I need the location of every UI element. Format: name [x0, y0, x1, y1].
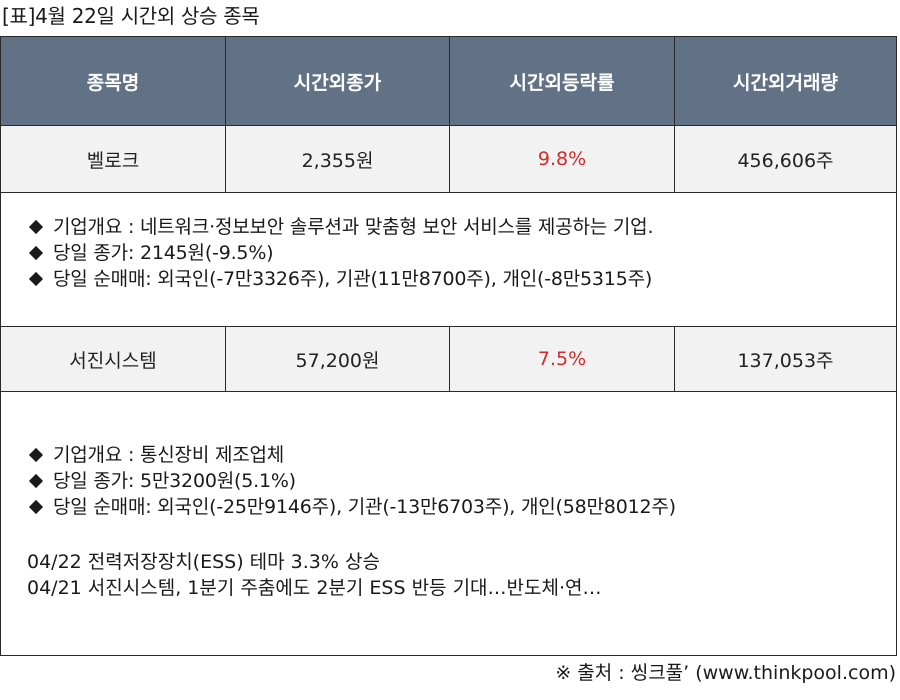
header-after-hours-close: 시간외종가: [226, 37, 450, 125]
info-line: 기업개요 : 통신장비 제조업체: [27, 442, 676, 468]
header-after-hours-change: 시간외등락률: [450, 37, 675, 125]
diamond-bullet-icon: [28, 447, 44, 462]
change-rate-cell: 7.5%: [450, 327, 675, 391]
info-line: 당일 종가: 2145원(-9.5%): [27, 240, 653, 266]
volume-cell: 456,606주: [737, 149, 834, 172]
diamond-bullet-icon: [28, 499, 44, 514]
table-row: 벨로크 2,355원 9.8% 456,606주: [1, 126, 896, 193]
table-header-row: 종목명 시간외종가 시간외등락률 시간외거래량: [1, 37, 896, 126]
volume-cell: 137,053주: [737, 349, 834, 372]
stock-info-block: 기업개요 : 네트워크·정보보안 솔루션과 맞춤형 보안 서비스를 제공하는 기…: [27, 214, 653, 292]
info-line: 당일 종가: 5만3200원(5.1%): [27, 468, 676, 494]
table-row: 서진시스템 57,200원 7.5% 137,053주: [1, 326, 896, 392]
stock-table: 종목명 시간외종가 시간외등락률 시간외거래량 벨로크 2,355원 9.8% …: [0, 36, 897, 656]
news-item[interactable]: 04/21 서진시스템, 1분기 주춤에도 2분기 ESS 반등 기대…반도체·…: [27, 577, 602, 599]
stock-name-cell: 서진시스템: [1, 327, 226, 391]
info-line: 당일 순매매: 외국인(-25만9146주), 기관(-13만6703주), 개…: [27, 494, 676, 520]
header-stock-name: 종목명: [1, 37, 226, 125]
diamond-bullet-icon: [28, 271, 44, 286]
info-line: 기업개요 : 네트워크·정보보안 솔루션과 맞춤형 보안 서비스를 제공하는 기…: [27, 214, 653, 240]
stock-name-cell: 벨로크: [1, 126, 226, 192]
stock-info-block: 기업개요 : 통신장비 제조업체 당일 종가: 5만3200원(5.1%) 당일…: [27, 442, 676, 520]
header-after-hours-volume: 시간외거래량: [733, 71, 838, 94]
diamond-bullet-icon: [28, 473, 44, 488]
diamond-bullet-icon: [28, 219, 44, 234]
table-caption: [표]4월 22일 시간외 상승 종목: [2, 4, 260, 28]
news-item[interactable]: 04/22 전력저장장치(ESS) 테마 3.3% 상승: [27, 551, 380, 573]
close-price-cell: 57,200원: [226, 327, 450, 391]
diamond-bullet-icon: [28, 245, 44, 260]
change-rate-cell: 9.8%: [450, 126, 675, 192]
close-price-cell: 2,355원: [226, 126, 450, 192]
info-line: 당일 순매매: 외국인(-7만3326주), 기관(11만8700주), 개인(…: [27, 266, 653, 292]
related-news-list: 04/22 전력저장장치(ESS) 테마 3.3% 상승 04/21 서진시스템…: [27, 549, 602, 601]
source-credit: ※ 출처 : 씽크풀’ (www.thinkpool.com): [555, 662, 896, 684]
